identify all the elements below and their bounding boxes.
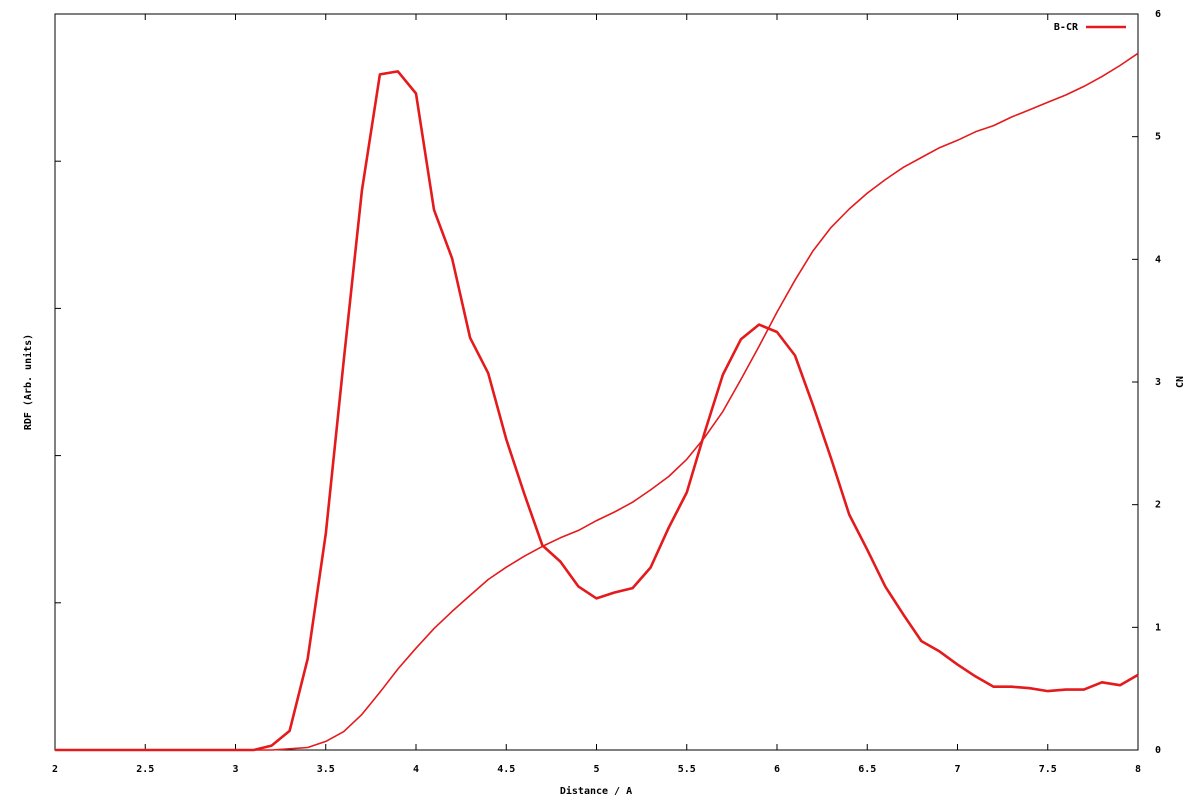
x-tick-label: 2.5	[136, 764, 154, 775]
x-axis-label: Distance / A	[560, 785, 632, 797]
x-tick-label: 5	[593, 764, 599, 775]
x-tick-label: 6	[774, 764, 780, 775]
y2-tick-label: 6	[1155, 9, 1161, 20]
x-tick-label: 6.5	[858, 764, 876, 775]
x-tick-label: 4.5	[497, 764, 515, 775]
x-tick-label: 7	[954, 764, 960, 775]
x-tick-label: 3.5	[317, 764, 335, 775]
y2-tick-label: 5	[1155, 132, 1161, 143]
x-tick-label: 4	[413, 764, 419, 775]
y2-tick-label: 2	[1155, 500, 1161, 511]
legend-label: B-CR	[1054, 22, 1079, 33]
plot-frame	[54, 13, 1139, 751]
x-tick-label: 2	[52, 764, 58, 775]
x-tick-label: 3	[232, 764, 238, 775]
y-axis-label: RDF (Arb. units)	[22, 334, 34, 430]
y2-tick-label: 1	[1155, 622, 1161, 633]
series-line	[55, 70, 1139, 752]
y2-tick-label: 0	[1155, 745, 1161, 756]
x-tick-label: 5.5	[678, 764, 696, 775]
x-tick-label: 8	[1135, 764, 1141, 775]
x-tick-label: 7.5	[1039, 764, 1057, 775]
series-line	[55, 52, 1139, 751]
y2-axis-label: CN	[1175, 376, 1186, 388]
y2-tick-label: 4	[1155, 254, 1161, 265]
y2-tick-label: 3	[1155, 377, 1161, 388]
